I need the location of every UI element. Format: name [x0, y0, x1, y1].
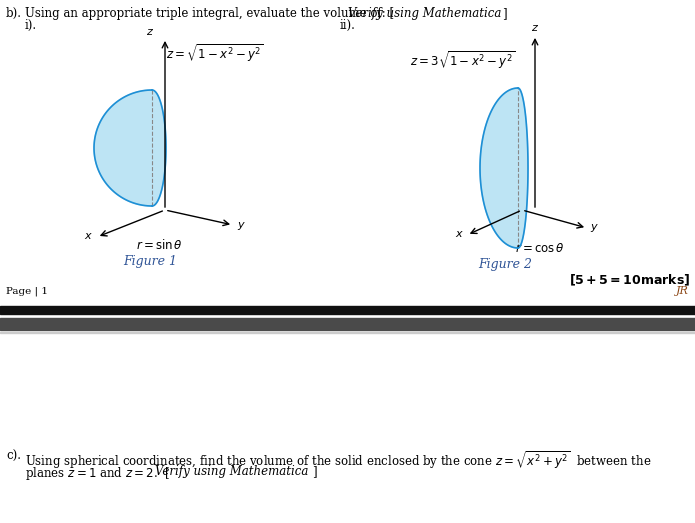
Text: ii).: ii).: [340, 19, 356, 32]
Text: ]: ]: [502, 7, 507, 20]
Text: Page | 1: Page | 1: [6, 286, 48, 295]
Text: Using spherical coordinates, find the volume of the solid enclosed by the cone $: Using spherical coordinates, find the vo…: [25, 450, 652, 472]
Text: Verify using Mathematica: Verify using Mathematica: [155, 465, 309, 478]
Polygon shape: [480, 88, 528, 248]
Text: b).: b).: [6, 7, 22, 20]
Text: $z = 3\sqrt{1 - x^2 - y^2}$: $z = 3\sqrt{1 - x^2 - y^2}$: [410, 50, 515, 72]
Text: $z$: $z$: [531, 23, 539, 33]
Bar: [0, 318, 695, 330]
Text: $\mathbf{[5 + 5 = 10marks]}$: $\mathbf{[5 + 5 = 10marks]}$: [569, 273, 690, 288]
Text: Figure 2: Figure 2: [478, 258, 532, 271]
Text: $y$: $y$: [590, 222, 599, 234]
Text: Figure 1: Figure 1: [123, 255, 177, 268]
Text: JR: JR: [676, 286, 689, 296]
Text: ]: ]: [312, 465, 317, 478]
Bar: [0, 332, 695, 333]
Text: $x$: $x$: [84, 231, 93, 241]
Text: $r = \sin\theta$: $r = \sin\theta$: [136, 238, 183, 252]
Text: Using an appropriate triple integral, evaluate the volume of: [: Using an appropriate triple integral, ev…: [25, 7, 394, 20]
Text: c).: c).: [6, 450, 21, 463]
Text: $z$: $z$: [146, 27, 154, 37]
Text: $y$: $y$: [237, 220, 246, 232]
Polygon shape: [94, 90, 166, 206]
Text: $r = \cos\theta$: $r = \cos\theta$: [515, 242, 565, 255]
Text: Verify using Mathematica: Verify using Mathematica: [348, 7, 501, 20]
Bar: [0, 306, 695, 314]
Text: $z = \sqrt{1 - x^2 - y^2}$: $z = \sqrt{1 - x^2 - y^2}$: [166, 43, 264, 65]
Text: $x$: $x$: [455, 229, 464, 239]
Text: planes $z = 1$ and $z = 2$.  [: planes $z = 1$ and $z = 2$. [: [25, 465, 170, 482]
Text: i).: i).: [25, 19, 37, 32]
